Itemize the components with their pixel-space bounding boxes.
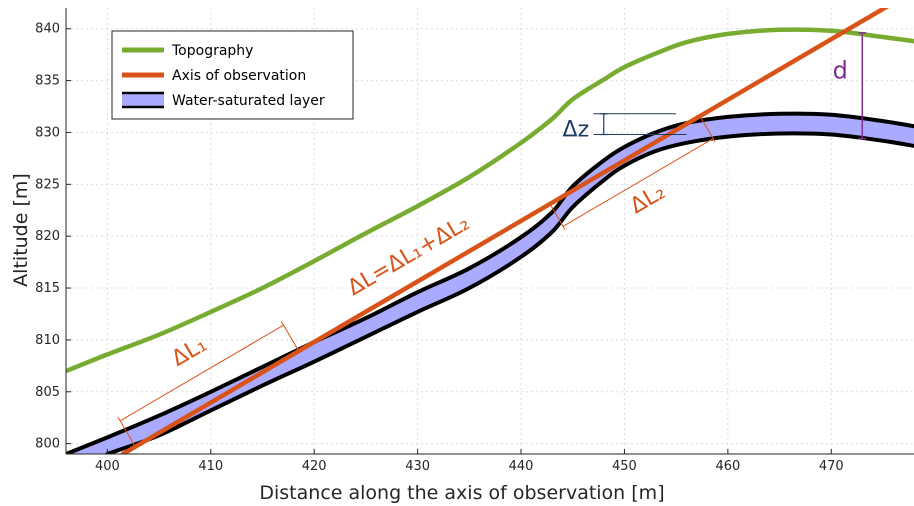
legend-swatch-fill: [122, 93, 164, 107]
dz-label: Δz: [563, 118, 590, 143]
plot-area: [66, 8, 914, 454]
dL2-tick-end: [699, 115, 716, 143]
dL2-line: [562, 138, 714, 227]
legend-label: Axis of observation: [172, 68, 306, 84]
x-tick-label: 420: [302, 459, 327, 474]
water-layer-fill: [66, 113, 914, 454]
legend-label: Topography: [171, 43, 253, 59]
dL2-tick-start: [549, 203, 566, 230]
dL1-tick-start: [117, 416, 136, 447]
y-tick-label: 830: [35, 125, 60, 140]
legend: Topography Axis of observation Water-satur…: [111, 30, 354, 120]
y-tick-label: 805: [35, 385, 60, 400]
x-tick-label: 450: [612, 459, 637, 474]
axis-of-observation-line: [120, 8, 890, 454]
d-label: d: [833, 57, 848, 85]
topography-line: [66, 27, 914, 374]
y-tick-label: 810: [35, 333, 60, 348]
dL1-tick-end: [280, 321, 300, 352]
axes: 400 410 420 430 440 450 460 470 800 805 810 815 820 8…: [35, 8, 914, 474]
x-tick-label: 430: [405, 459, 430, 474]
x-axis-label: Distance along the axis of observation […: [259, 482, 664, 504]
water-layer-bottom-boundary: [105, 131, 914, 454]
y-tick-label: 815: [35, 281, 60, 296]
x-tick-label: 460: [715, 459, 740, 474]
y-tick-label: 820: [35, 229, 60, 244]
dL1-label: ΔL₁: [168, 332, 212, 372]
x-tick-label: 440: [509, 459, 534, 474]
y-tick-label: 840: [35, 22, 60, 37]
x-tick-label: 400: [95, 459, 120, 474]
y-tick-label: 825: [35, 177, 60, 192]
legend-label: Water-saturated layer: [172, 93, 325, 109]
water-layer-top-boundary: [66, 111, 914, 454]
x-tick-label: 470: [819, 459, 844, 474]
y-tick-label: 800: [35, 437, 60, 452]
x-tick-label: 410: [198, 459, 223, 474]
dL1-line: [119, 324, 284, 422]
y-axis-label: Altitude [m]: [10, 173, 32, 287]
y-tick-label: 835: [35, 74, 60, 89]
